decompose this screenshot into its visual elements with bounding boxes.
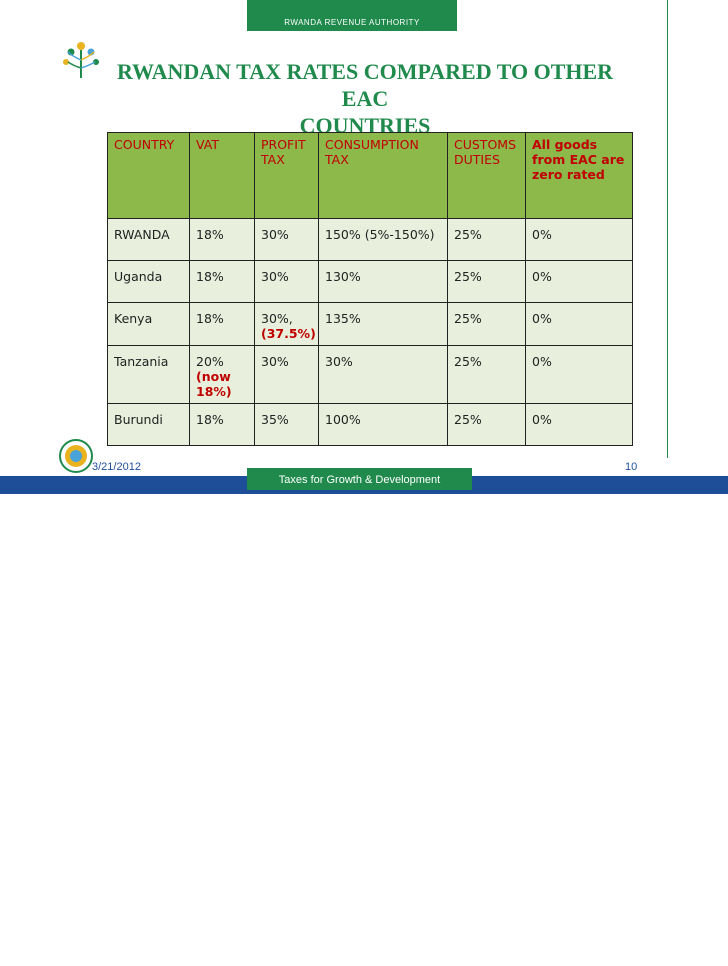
- cell-vat: 18%: [189, 403, 255, 446]
- cell-vat: 20% (now 18%): [189, 345, 255, 404]
- cell-eac-goods: 0%: [525, 345, 633, 404]
- cell-eac-goods: 0%: [525, 218, 633, 261]
- cell-country: Burundi: [107, 403, 190, 446]
- top-banner: RWANDA REVENUE AUTHORITY: [247, 0, 457, 31]
- cell-eac-goods: 0%: [525, 260, 633, 303]
- column-header-profit-tax: PROFIT TAX: [254, 132, 319, 219]
- cell-customs-duties: 25%: [447, 345, 526, 404]
- cell-customs-duties: 25%: [447, 260, 526, 303]
- rra-seal-icon: [59, 439, 93, 473]
- cell-profit-tax: 30%, (37.5%): [254, 302, 319, 346]
- cell-profit-tax: 30%: [254, 218, 319, 261]
- table-row: Kenya 18% 30%, (37.5%) 135% 25% 0%: [107, 302, 633, 346]
- cell-customs-duties: 25%: [447, 218, 526, 261]
- cell-eac-goods: 0%: [525, 302, 633, 346]
- table-header-row: COUNTRY VAT PROFIT TAX CONSUMPTION TAX C…: [107, 132, 633, 219]
- table-row: Uganda 18% 30% 130% 25% 0%: [107, 260, 633, 303]
- slogan-banner: Taxes for Growth & Development: [247, 468, 472, 490]
- column-header-consumption-tax: CONSUMPTION TAX: [318, 132, 448, 219]
- vat-value: 20%: [196, 354, 224, 369]
- cell-country: RWANDA: [107, 218, 190, 261]
- slide-date: 3/21/2012: [92, 461, 141, 473]
- rra-logo-icon: [63, 42, 99, 78]
- column-header-country: COUNTRY: [107, 132, 190, 219]
- cell-eac-goods: 0%: [525, 403, 633, 446]
- cell-consumption-tax: 135%: [318, 302, 448, 346]
- cell-vat: 18%: [189, 218, 255, 261]
- cell-profit-tax: 30%: [254, 345, 319, 404]
- cell-profit-tax: 30%: [254, 260, 319, 303]
- profit-tax-note: (37.5%): [261, 326, 316, 341]
- title-line-1: RWANDAN TAX RATES COMPARED TO OTHER EAC: [116, 59, 614, 111]
- column-header-customs-duties: CUSTOMS DUTIES: [447, 132, 526, 219]
- cell-consumption-tax: 100%: [318, 403, 448, 446]
- slide-title: RWANDAN TAX RATES COMPARED TO OTHER EAC …: [100, 58, 630, 139]
- cell-vat: 18%: [189, 260, 255, 303]
- column-header-vat: VAT: [189, 132, 255, 219]
- vat-note: (now 18%): [196, 369, 232, 399]
- table-row: Tanzania 20% (now 18%) 30% 30% 25% 0%: [107, 345, 633, 404]
- website-link[interactable]: www.rra.gov.rw: [60, 952, 142, 966]
- column-header-eac-goods: All goods from EAC are zero rated: [525, 132, 633, 219]
- tax-rates-table: COUNTRY VAT PROFIT TAX CONSUMPTION TAX C…: [107, 132, 633, 446]
- cell-customs-duties: 25%: [447, 302, 526, 346]
- cell-consumption-tax: 130%: [318, 260, 448, 303]
- organization-name: RWANDA REVENUE AUTHORITY: [284, 18, 420, 27]
- cell-country: Uganda: [107, 260, 190, 303]
- cell-consumption-tax: 150% (5%-150%): [318, 218, 448, 261]
- slogan-text: Taxes for Growth & Development: [278, 474, 441, 486]
- cell-consumption-tax: 30%: [318, 345, 448, 404]
- cell-vat: 18%: [189, 302, 255, 346]
- table-row: RWANDA 18% 30% 150% (5%-150%) 25% 0%: [107, 218, 633, 261]
- profit-tax-value: 30%,: [261, 311, 293, 326]
- vertical-rule: [667, 0, 668, 458]
- table-row: Burundi 18% 35% 100% 25% 0%: [107, 403, 633, 446]
- cell-profit-tax: 35%: [254, 403, 319, 446]
- cell-country: Tanzania: [107, 345, 190, 404]
- cell-country: Kenya: [107, 302, 190, 346]
- cell-customs-duties: 25%: [447, 403, 526, 446]
- page-number: 10: [625, 461, 638, 473]
